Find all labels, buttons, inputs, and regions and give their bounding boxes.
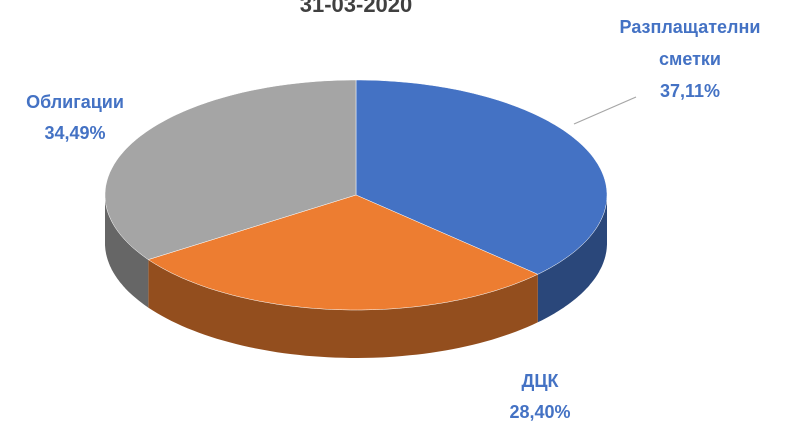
pie-wall [537, 195, 607, 323]
category-label: ДЦК [522, 371, 560, 391]
category-label: Разплащателни сметки [620, 17, 761, 69]
pie-slice [355, 79, 608, 275]
pie-wall [148, 259, 538, 358]
value-label: 34,49% [44, 123, 105, 143]
pie-slice [147, 194, 539, 311]
pie-wall [105, 195, 149, 308]
pie-slice [104, 79, 357, 260]
leader-line [573, 96, 637, 125]
value-label: 28,40% [509, 402, 570, 422]
chart-title: 31-03-2020 [300, 0, 413, 17]
value-label: 37,11% [660, 81, 720, 101]
category-label: Облигации [26, 92, 124, 112]
